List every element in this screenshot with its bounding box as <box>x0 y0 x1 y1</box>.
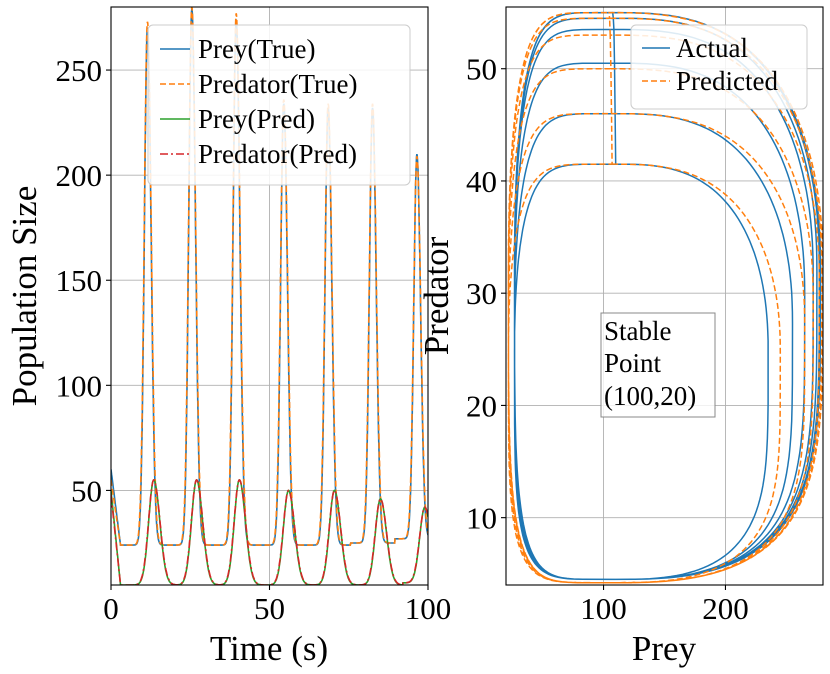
right-y-axis-label: Predator <box>417 236 456 355</box>
legend-label-prey-true: Prey(True) <box>198 34 316 64</box>
right-x-tick-label: 200 <box>702 591 749 626</box>
right-y-tick-label: 30 <box>466 276 497 311</box>
legend-label-actual: Actual <box>676 33 748 63</box>
right-x-tick-label: 100 <box>580 591 627 626</box>
right-axes-frame <box>505 6 824 586</box>
left-axes-frame <box>110 6 429 586</box>
left-y-tick-label: 250 <box>56 53 103 88</box>
right-ticks: 100 200 10 20 30 40 50 <box>466 52 749 626</box>
left-y-tick-label: 150 <box>56 263 103 298</box>
right-y-tick-label: 10 <box>466 501 497 536</box>
left-legend-box <box>147 24 411 186</box>
left-x-tick-label: 100 <box>405 591 452 626</box>
left-ticks: 0 50 100 50 100 150 200 250 <box>56 53 452 626</box>
annotation-line-1: Stable <box>604 316 672 346</box>
legend-label-predator-true: Predator(True) <box>198 69 357 99</box>
annotation-box <box>600 312 716 418</box>
right-legend-box <box>630 24 808 110</box>
legend-label-predicted: Predicted <box>676 66 778 96</box>
left-y-tick-label: 200 <box>56 158 103 193</box>
time-series-chart: 0 50 100 50 100 150 200 250 Time (s) Population… <box>5 6 452 668</box>
right-y-tick-label: 20 <box>466 388 497 423</box>
legend-label-predator-pred: Predator(Pred) <box>198 139 357 169</box>
left-y-tick-label: 100 <box>56 368 103 403</box>
left-legend: Prey(True) Predator(True) Prey(Pred) Pre… <box>147 24 411 186</box>
left-y-axis-label: Population Size <box>5 186 44 407</box>
legend-label-prey-pred: Prey(Pred) <box>198 104 315 134</box>
left-x-axis-label: Time (s) <box>210 629 328 668</box>
left-x-tick-label: 0 <box>103 591 119 626</box>
right-series-lines <box>507 11 823 584</box>
right-legend: Actual Predicted <box>630 24 808 110</box>
phase-plane-chart: 100 200 10 20 30 40 50 Prey Predator Actual Pr… <box>417 6 824 668</box>
annotation-line-2: Point <box>604 348 662 378</box>
right-y-tick-label: 50 <box>466 52 497 87</box>
right-x-axis-label: Prey <box>632 629 697 668</box>
stable-point-annotation: Stable Point (100,20) <box>600 312 716 418</box>
series-line-predator-pred <box>111 479 428 585</box>
right-y-tick-label: 40 <box>466 164 497 199</box>
annotation-line-3: (100,20) <box>604 381 696 411</box>
left-x-tick-label: 50 <box>254 591 285 626</box>
left-y-tick-label: 50 <box>71 473 102 508</box>
series-path-predicted <box>507 11 823 584</box>
series-line-predator-true <box>111 7 428 546</box>
